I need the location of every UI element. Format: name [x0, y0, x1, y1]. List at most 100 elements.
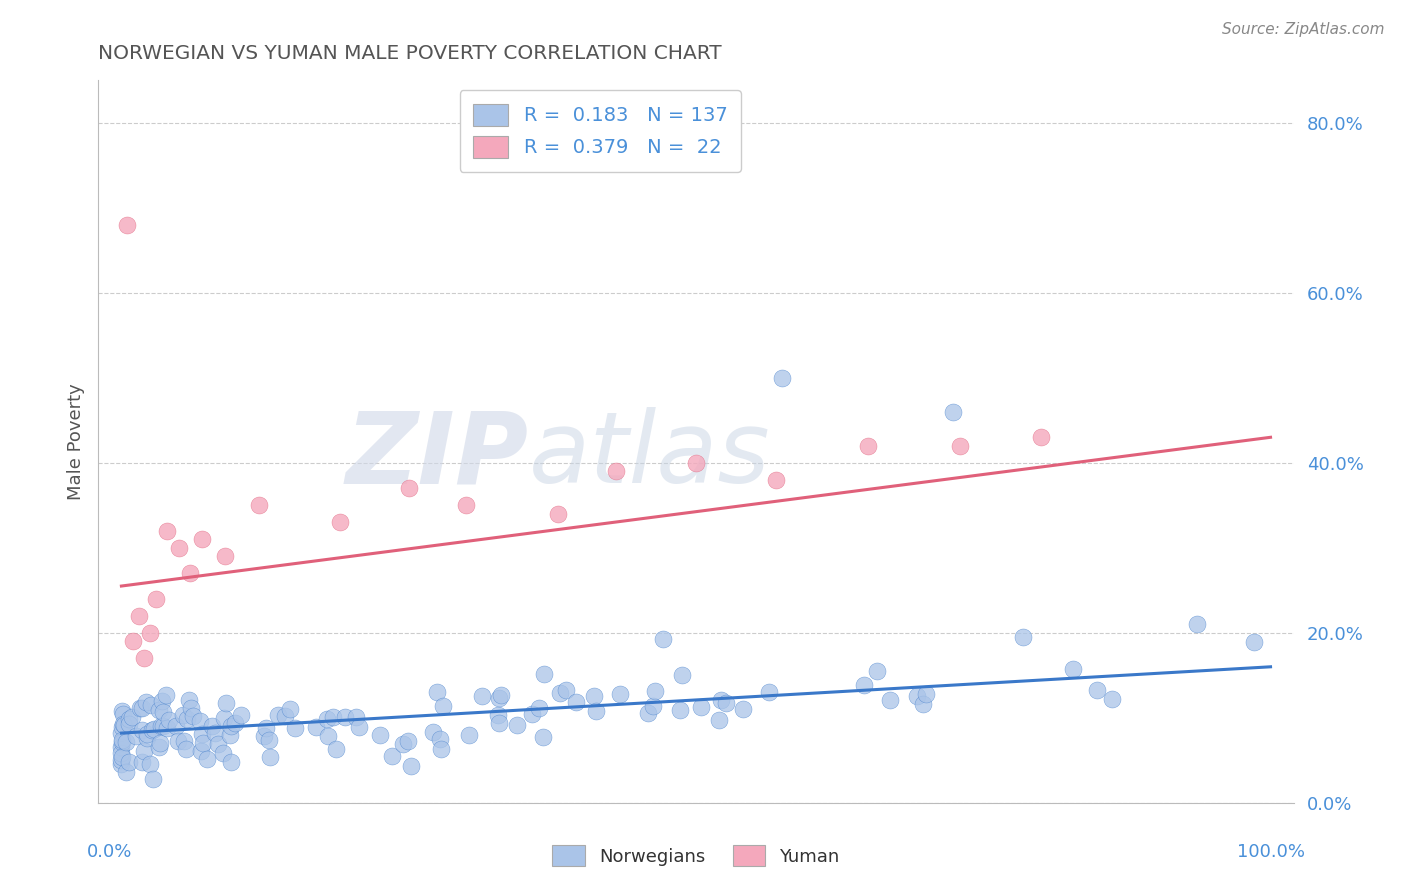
Point [911, 698, 934, 712]
Point [221, 719, 243, 733]
Point [398, 734, 420, 748]
Point [218, 728, 240, 742]
Point [1085, 683, 1108, 698]
Point [458, 728, 481, 742]
Point [486, 708, 509, 723]
Point [231, 708, 253, 723]
Point [1062, 662, 1084, 676]
Point [139, 625, 162, 640]
Point [149, 736, 172, 750]
Point [322, 710, 344, 724]
Point [548, 686, 571, 700]
Point [257, 733, 280, 747]
Point [117, 755, 139, 769]
Point [141, 723, 163, 737]
Point [329, 516, 352, 530]
Text: atlas: atlas [529, 408, 770, 505]
Point [157, 714, 180, 728]
Point [204, 725, 226, 739]
Point [316, 712, 339, 726]
Point [254, 721, 277, 735]
Point [527, 701, 550, 715]
Point [155, 689, 177, 703]
Point [533, 667, 555, 681]
Point [668, 703, 690, 717]
Point [128, 608, 150, 623]
Point [125, 729, 148, 743]
Point [111, 704, 134, 718]
Point [166, 734, 188, 748]
Point [112, 718, 135, 732]
Point [156, 721, 179, 735]
Point [215, 696, 238, 710]
Text: ZIP: ZIP [346, 408, 529, 505]
Point [471, 689, 494, 703]
Point [111, 720, 134, 734]
Point [488, 715, 510, 730]
Point [212, 747, 235, 761]
Point [585, 704, 607, 718]
Point [134, 651, 156, 665]
Point [118, 712, 141, 726]
Point [110, 753, 132, 767]
Point [305, 720, 328, 734]
Point [145, 591, 167, 606]
Point [253, 729, 276, 743]
Point [188, 714, 211, 728]
Point [135, 727, 157, 741]
Point [1101, 691, 1123, 706]
Point [141, 772, 163, 786]
Point [731, 702, 754, 716]
Point [115, 765, 138, 780]
Point [152, 705, 174, 719]
Point [267, 707, 290, 722]
Point [139, 757, 162, 772]
Point [122, 634, 145, 648]
Point [134, 744, 156, 758]
Point [605, 464, 627, 478]
Point [381, 749, 404, 764]
Point [368, 728, 391, 742]
Point [852, 677, 875, 691]
Point [207, 737, 229, 751]
Point [905, 689, 928, 703]
Point [531, 730, 554, 744]
Point [685, 456, 707, 470]
Point [506, 718, 529, 732]
Text: NORWEGIAN VS YUMAN MALE POVERTY CORRELATION CHART: NORWEGIAN VS YUMAN MALE POVERTY CORRELAT… [98, 45, 723, 63]
Point [456, 498, 478, 512]
Point [949, 439, 972, 453]
Point [152, 719, 174, 733]
Point [176, 741, 198, 756]
Point [112, 716, 135, 731]
Point [191, 736, 214, 750]
Point [758, 685, 780, 699]
Point [284, 722, 307, 736]
Point [879, 692, 901, 706]
Point [942, 405, 965, 419]
Point [392, 737, 415, 751]
Point [129, 701, 152, 715]
Point [325, 742, 347, 756]
Point [118, 717, 141, 731]
Text: 0.0%: 0.0% [87, 843, 132, 861]
Point [156, 524, 179, 538]
Y-axis label: Male Poverty: Male Poverty [66, 384, 84, 500]
Point [191, 727, 214, 741]
Point [167, 541, 190, 555]
Point [1011, 630, 1033, 644]
Point [259, 750, 281, 764]
Point [554, 683, 576, 698]
Point [547, 507, 569, 521]
Point [111, 732, 134, 747]
Point [139, 698, 162, 712]
Point [111, 706, 134, 721]
Point [689, 699, 711, 714]
Point [131, 755, 153, 769]
Point [110, 726, 132, 740]
Point [110, 746, 132, 760]
Point [915, 687, 938, 701]
Point [179, 566, 201, 581]
Point [430, 741, 453, 756]
Point [564, 695, 586, 709]
